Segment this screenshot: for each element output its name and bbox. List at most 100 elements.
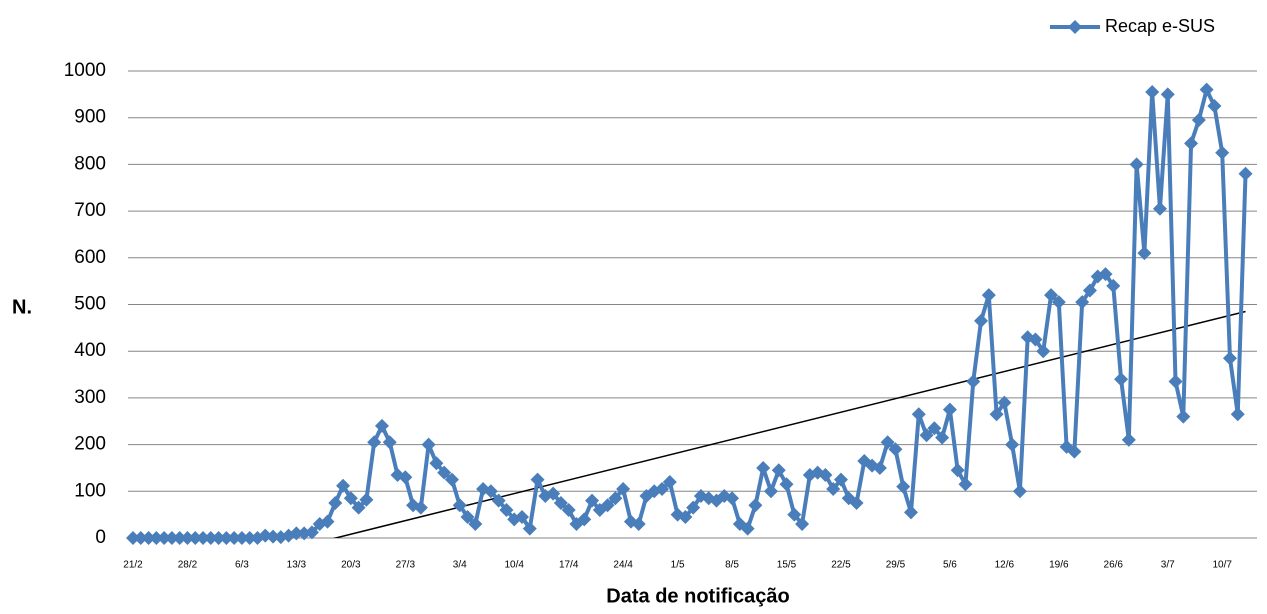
data-point	[157, 531, 172, 545]
data-point	[1075, 295, 1090, 310]
x-axis-label: Data de notificação	[606, 585, 789, 607]
data-point	[351, 500, 366, 515]
data-point	[616, 481, 631, 496]
x-tick-label: 17/4	[559, 560, 579, 571]
data-point	[577, 512, 592, 527]
data-point	[149, 531, 164, 545]
data-point	[1222, 351, 1237, 366]
data-point	[413, 500, 428, 515]
data-point	[188, 531, 203, 545]
data-point	[304, 525, 319, 540]
data-point	[748, 498, 763, 513]
data-point	[522, 521, 537, 536]
data-point	[172, 531, 187, 545]
x-tick-label: 6/3	[235, 560, 249, 571]
y-tick-label: 600	[74, 247, 106, 268]
data-point	[343, 491, 358, 506]
y-tick-label: 1000	[64, 60, 106, 81]
x-tick-label: 1/5	[671, 560, 685, 571]
data-point	[950, 463, 965, 478]
x-tick-label: 26/6	[1104, 560, 1124, 571]
data-point	[1145, 85, 1160, 100]
data-point	[756, 460, 771, 475]
data-point	[942, 402, 957, 417]
x-tick-label: 8/5	[725, 560, 739, 571]
data-point	[421, 437, 436, 452]
x-tick-label: 28/2	[178, 560, 198, 571]
data-point	[795, 516, 810, 531]
y-tick-label: 400	[74, 340, 106, 361]
data-point	[553, 495, 568, 510]
data-point	[880, 435, 895, 450]
data-point	[196, 531, 211, 545]
data-point	[561, 502, 576, 517]
data-point	[608, 491, 623, 506]
data-point	[631, 516, 646, 531]
x-tick-label: 19/6	[1049, 560, 1069, 571]
data-point	[219, 531, 234, 545]
data-point	[1051, 295, 1066, 310]
data-point	[1129, 157, 1144, 172]
data-point	[499, 502, 514, 517]
y-tick-label: 500	[74, 294, 106, 315]
data-point	[452, 498, 467, 513]
data-point	[398, 470, 413, 485]
data-point	[997, 395, 1012, 410]
data-point	[911, 407, 926, 422]
data-point	[1067, 444, 1082, 459]
data-point	[787, 507, 802, 522]
data-point	[203, 531, 218, 545]
data-point	[1199, 82, 1214, 97]
data-point	[1114, 372, 1129, 387]
data-point	[1168, 374, 1183, 389]
data-point	[336, 478, 351, 493]
y-tick-label: 900	[74, 107, 106, 128]
x-tick-label: 10/4	[504, 560, 524, 571]
data-point	[164, 531, 179, 545]
y-tick-label: 700	[74, 200, 106, 221]
data-point	[771, 463, 786, 478]
data-point	[374, 418, 389, 433]
data-point	[1005, 437, 1020, 452]
data-point	[927, 421, 942, 436]
x-tick-label: 15/5	[777, 560, 797, 571]
data-point	[1121, 432, 1136, 447]
data-point	[1238, 166, 1253, 181]
data-point	[289, 526, 304, 541]
data-point	[515, 509, 529, 524]
data-point	[320, 514, 335, 529]
data-point	[437, 465, 452, 480]
data-point	[491, 493, 506, 508]
x-tick-label: 20/3	[341, 560, 361, 571]
data-point	[1012, 484, 1027, 499]
data-point	[678, 509, 693, 524]
data-point	[763, 484, 778, 499]
data-point	[367, 435, 382, 450]
data-point	[981, 288, 996, 303]
data-point	[1207, 99, 1222, 114]
data-point	[872, 460, 887, 475]
data-point	[126, 531, 140, 545]
x-tick-label: 24/4	[613, 560, 633, 571]
legend-label: Recap e-SUS	[1105, 16, 1215, 36]
y-tick-label: 200	[74, 434, 106, 455]
data-point	[1044, 288, 1059, 303]
x-tick-label: 13/3	[287, 560, 307, 571]
data-point	[989, 407, 1004, 422]
data-point	[958, 477, 973, 492]
data-point	[234, 531, 249, 545]
data-point	[919, 428, 934, 443]
data-point	[686, 500, 701, 515]
data-point	[242, 531, 257, 545]
data-point	[974, 313, 989, 328]
legend-marker	[1068, 20, 1082, 34]
data-point	[966, 374, 981, 389]
data-point	[600, 498, 615, 513]
data-point	[662, 474, 677, 489]
data-point	[655, 481, 670, 496]
data-line	[133, 87, 1248, 540]
data-point	[1106, 278, 1121, 293]
data-point	[468, 516, 483, 531]
x-tick-label: 29/5	[886, 560, 906, 571]
